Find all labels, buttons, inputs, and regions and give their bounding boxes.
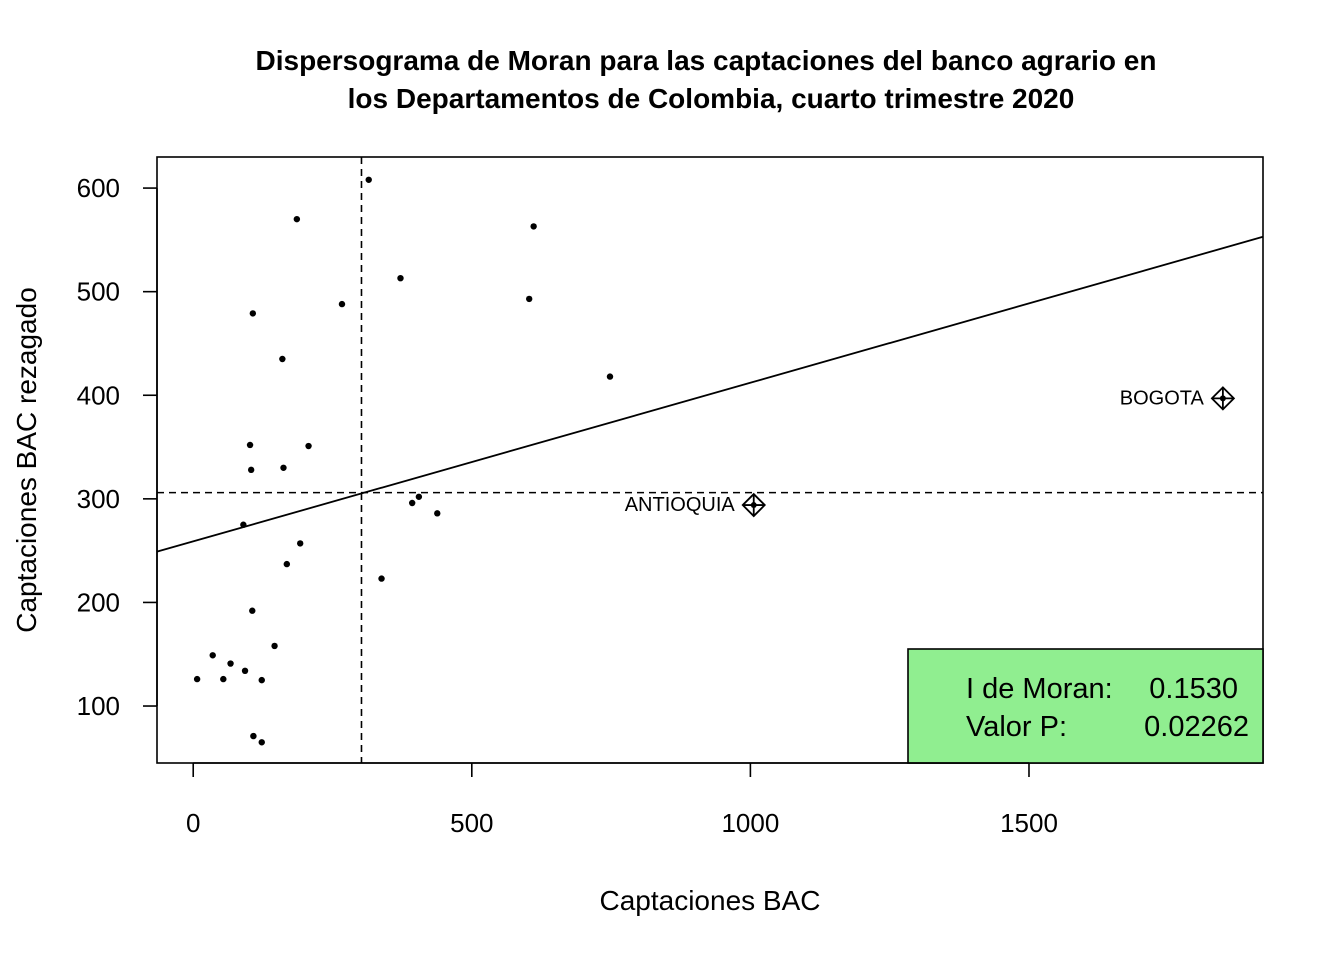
data-point [271, 642, 278, 650]
data-point [415, 493, 423, 500]
y-axis: 100 200 300 400 500 600 [77, 173, 158, 721]
x-tick-label: 1500 [1000, 808, 1058, 838]
data-point [227, 660, 234, 667]
data-point [250, 732, 257, 740]
moran-i-value: 0.1530 [1149, 673, 1238, 705]
regression-line [156, 235, 1264, 553]
data-point [408, 499, 416, 507]
chart-title-line-2: los Departamentos de Colombia, cuarto tr… [348, 83, 1075, 114]
y-tick-label: 600 [77, 173, 120, 203]
data-point [305, 442, 312, 450]
influential-point-label: ANTIOQUIA [625, 494, 736, 516]
x-axis-title: Captaciones BAC [599, 885, 820, 916]
x-axis: 0 500 1000 1500 [186, 762, 1058, 838]
data-point [378, 575, 385, 582]
y-axis-title: Captaciones BAC rezagado [11, 287, 42, 633]
y-tick-label: 100 [77, 691, 120, 721]
y-tick-label: 300 [77, 484, 120, 514]
chart-title-line-1: Dispersograma de Moran para las captacio… [256, 45, 1157, 76]
y-tick-label: 200 [77, 587, 120, 617]
p-value: 0.02262 [1144, 711, 1249, 743]
stats-box-background [907, 648, 1264, 764]
data-point [258, 676, 265, 684]
data-point [241, 667, 249, 675]
x-tick-label: 0 [186, 808, 200, 838]
data-point [525, 295, 533, 303]
influential-point-center [1219, 395, 1226, 402]
p-value-label: Valor P: [966, 711, 1067, 743]
data-point [283, 560, 291, 568]
influential-point-center [750, 502, 757, 509]
data-point [249, 607, 256, 614]
x-tick-label: 500 [450, 808, 493, 838]
data-point [240, 521, 247, 528]
data-point [397, 275, 404, 282]
data-point [246, 441, 254, 449]
data-point [209, 652, 216, 659]
data-point [296, 540, 304, 547]
y-tick-label: 500 [77, 277, 120, 307]
data-point [193, 675, 201, 683]
data-point [247, 466, 255, 474]
x-tick-label: 1000 [721, 808, 779, 838]
data-point [279, 355, 286, 363]
y-tick-label: 400 [77, 380, 120, 410]
data-point [530, 223, 537, 230]
data-point [365, 176, 372, 183]
data-point [434, 510, 441, 517]
influential-point-label: BOGOTA [1120, 387, 1205, 409]
data-point [606, 373, 614, 380]
data-point [249, 310, 257, 317]
data-point [293, 215, 301, 223]
moran-stats-box: I de Moran: 0.1530 Valor P: 0.02262 [907, 648, 1264, 764]
data-point [338, 300, 346, 308]
data-point [220, 675, 227, 683]
data-point [280, 464, 287, 471]
data-point [258, 739, 265, 746]
plot-area: ANTIOQUIA BOGOTA [156, 157, 1264, 763]
moran-i-label: I de Moran: [966, 673, 1113, 705]
